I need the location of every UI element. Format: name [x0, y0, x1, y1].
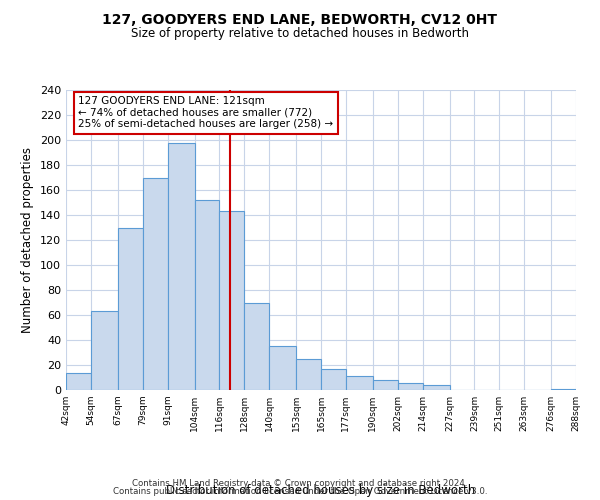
Bar: [373, 380, 398, 390]
Bar: [244, 302, 269, 390]
Text: 127 GOODYERS END LANE: 121sqm
← 74% of detached houses are smaller (772)
25% of : 127 GOODYERS END LANE: 121sqm ← 74% of d…: [79, 96, 334, 130]
Bar: [118, 228, 143, 390]
Bar: [269, 346, 296, 390]
Bar: [167, 142, 194, 390]
Text: Contains HM Land Registry data © Crown copyright and database right 2024.: Contains HM Land Registry data © Crown c…: [132, 478, 468, 488]
Bar: [551, 389, 576, 390]
Bar: [143, 178, 167, 390]
Bar: [422, 385, 449, 390]
Bar: [398, 382, 422, 390]
Text: 127, GOODYERS END LANE, BEDWORTH, CV12 0HT: 127, GOODYERS END LANE, BEDWORTH, CV12 0…: [103, 12, 497, 26]
Bar: [194, 200, 220, 390]
Text: Contains public sector information licensed under the Open Government Licence v3: Contains public sector information licen…: [113, 488, 487, 496]
X-axis label: Distribution of detached houses by size in Bedworth: Distribution of detached houses by size …: [166, 484, 476, 497]
Bar: [66, 372, 91, 390]
Bar: [220, 211, 244, 390]
Text: Size of property relative to detached houses in Bedworth: Size of property relative to detached ho…: [131, 28, 469, 40]
Bar: [346, 376, 373, 390]
Bar: [321, 369, 346, 390]
Bar: [91, 311, 118, 390]
Bar: [296, 359, 321, 390]
Y-axis label: Number of detached properties: Number of detached properties: [22, 147, 34, 333]
